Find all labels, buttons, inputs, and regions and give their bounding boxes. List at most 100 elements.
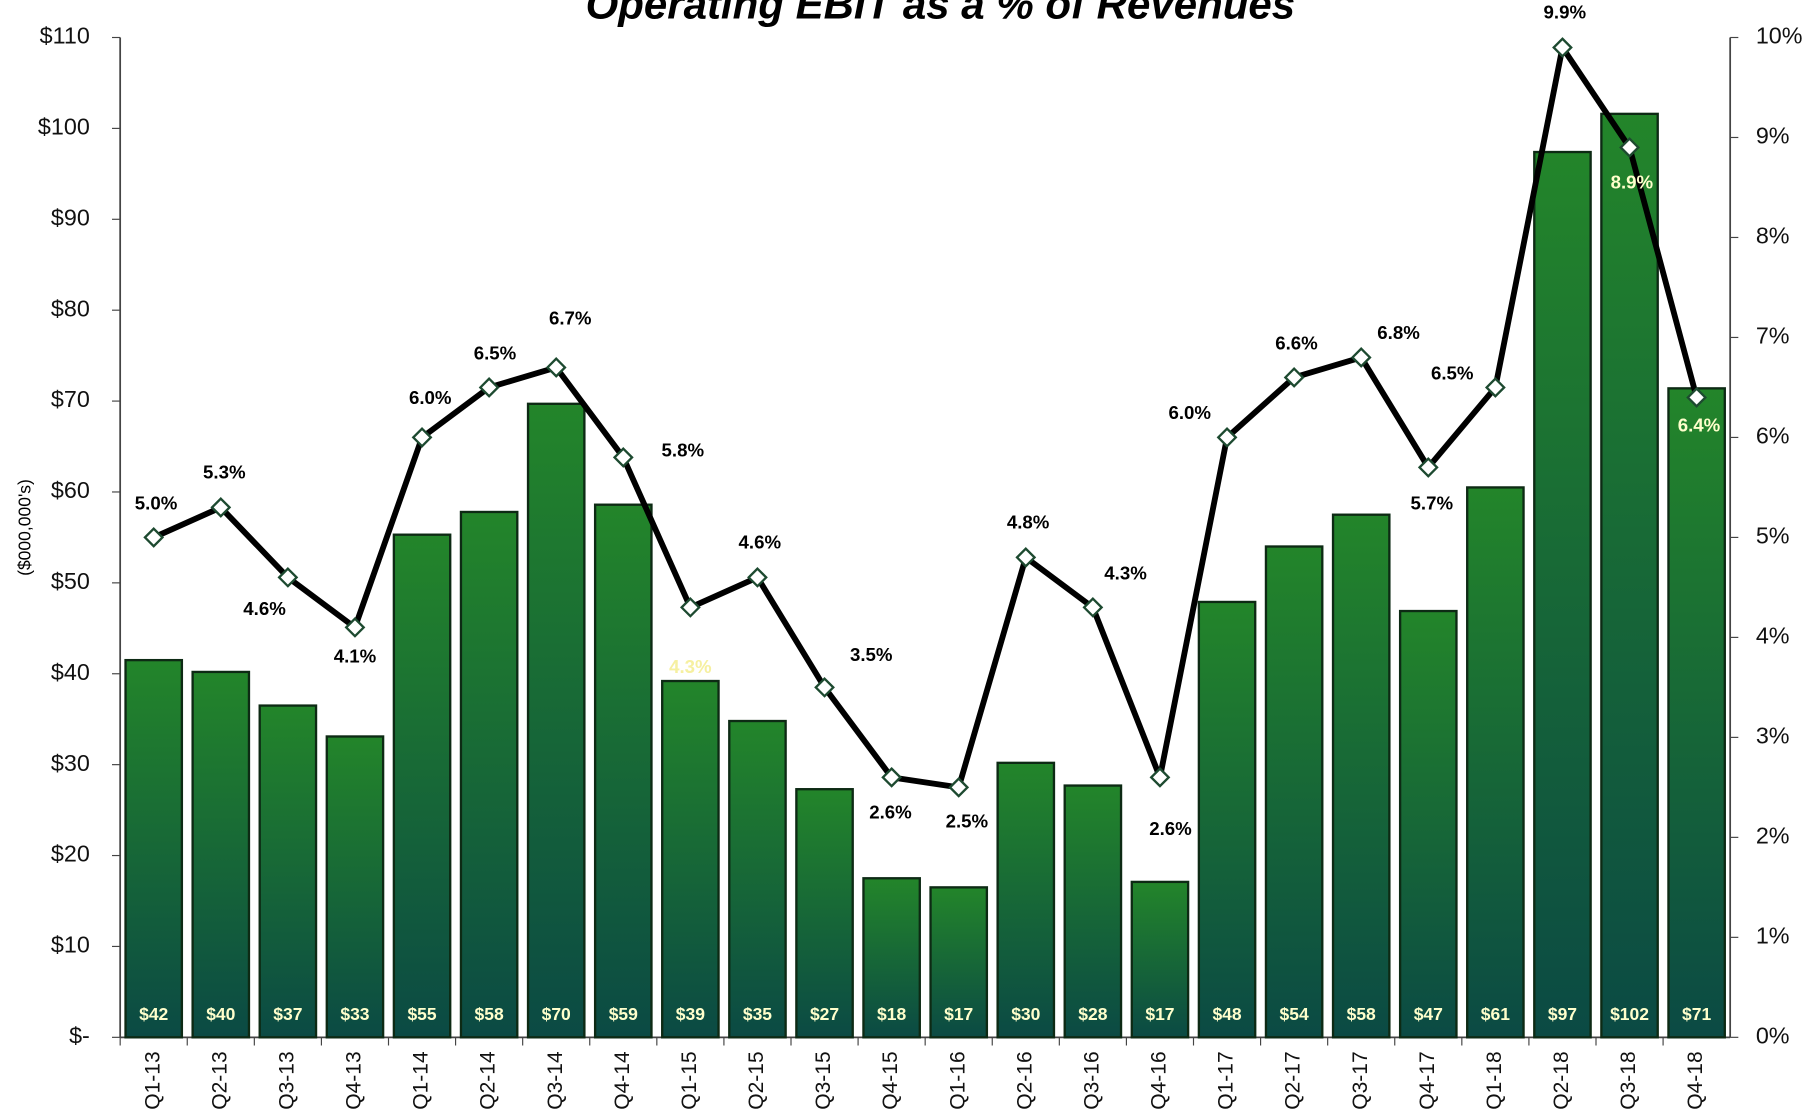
x-tick-label: Q1-18 (1483, 1051, 1506, 1109)
line-value-label: 5.0% (135, 493, 178, 514)
line-value-label: 5.7% (1411, 493, 1454, 514)
bar-value-label: $33 (340, 1004, 369, 1024)
line-value-label: 4.8% (1007, 512, 1050, 533)
x-tick-label: Q4-17 (1416, 1051, 1439, 1109)
x-tick-label: Q2-15 (745, 1051, 768, 1109)
y-tick-label: $80 (51, 295, 90, 321)
line-value-label: 3.5% (850, 644, 893, 665)
bar (1331, 513, 1391, 1039)
bar-value-label: $59 (609, 1004, 638, 1024)
y-tick-label: $10 (51, 932, 90, 958)
line-value-label: 6.5% (474, 343, 517, 364)
line-value-label: 8.9% (1611, 172, 1654, 193)
y2-tick-label: 7% (1756, 323, 1790, 349)
line-value-label: 4.6% (739, 531, 782, 552)
bar (526, 402, 586, 1039)
bar-value-label: $17 (1145, 1004, 1174, 1024)
bar-value-label: $28 (1078, 1004, 1107, 1024)
line-marker (679, 597, 701, 618)
y2-tick-label: 6% (1756, 423, 1790, 449)
bar-value-label: $17 (944, 1004, 973, 1024)
bar (1533, 150, 1592, 1039)
bar-value-label: $70 (542, 1004, 571, 1024)
bar (1063, 784, 1123, 1039)
line-value-label: 6.6% (1275, 333, 1318, 354)
line-marker (478, 377, 500, 398)
bar (1600, 112, 1659, 1039)
bar (593, 503, 653, 1039)
line-marker (143, 527, 165, 548)
bar (1466, 486, 1525, 1039)
line-marker (1417, 457, 1439, 478)
x-tick-label: Q4-16 (1148, 1051, 1171, 1109)
bar (862, 877, 921, 1039)
bar-value-label: $55 (407, 1004, 436, 1024)
y-tick-label: $- (69, 1022, 90, 1048)
line-marker (1552, 37, 1573, 58)
line-value-label: 6.8% (1377, 322, 1420, 343)
y-tick-label: $20 (51, 841, 90, 867)
y2-tick-label: 9% (1756, 123, 1790, 149)
y-tick-label: $70 (51, 386, 90, 412)
y-tick-label: $40 (51, 659, 90, 685)
bar-value-label: $47 (1414, 1004, 1443, 1024)
y2-tick-label: 1% (1756, 923, 1790, 949)
bar-value-label: $30 (1011, 1004, 1040, 1024)
bar-value-label: $61 (1481, 1004, 1510, 1024)
bar-value-label: $48 (1212, 1004, 1241, 1024)
chart-title: Operating EBIT as a % of Revenues (586, 0, 1296, 27)
y2-tick-label: 10% (1756, 23, 1803, 49)
bar (1398, 609, 1458, 1039)
bar-value-label: $40 (206, 1004, 235, 1024)
line-marker (881, 766, 903, 788)
bar (996, 761, 1056, 1039)
y2-tick-label: 5% (1756, 523, 1790, 549)
bar (661, 679, 720, 1039)
bar-value-label: $27 (810, 1004, 839, 1024)
x-tick-label: Q4-18 (1684, 1051, 1707, 1109)
line-value-label: 6.7% (549, 308, 592, 329)
bar-value-label: $37 (273, 1004, 302, 1024)
line-value-label: 4.3% (1104, 563, 1147, 584)
line-value-label: 2.6% (1149, 818, 1192, 839)
y-tick-label: $30 (51, 750, 90, 776)
x-tick-label: Q4-14 (611, 1051, 634, 1110)
line-value-label: 5.8% (662, 440, 705, 461)
x-tick-label: Q1-15 (678, 1051, 701, 1109)
x-tick-label: Q1-17 (1215, 1051, 1238, 1109)
bar (1264, 545, 1324, 1039)
line-value-label: 6.0% (409, 387, 452, 408)
line-marker (1619, 137, 1640, 158)
line-marker (1350, 347, 1372, 368)
line-value-label: 4.6% (243, 598, 286, 619)
bar (258, 704, 318, 1039)
line-marker (344, 617, 366, 638)
bar (325, 735, 385, 1039)
bar (392, 533, 452, 1039)
line-marker (210, 497, 232, 518)
line-marker (1149, 766, 1171, 788)
line-value-label: 2.5% (946, 810, 989, 831)
y-tick-label: $60 (51, 477, 90, 503)
line-value-label: 6.0% (1168, 402, 1211, 423)
y2-tick-label: 2% (1756, 823, 1790, 849)
line-marker (277, 567, 299, 588)
bar-value-label: $102 (1610, 1004, 1649, 1024)
x-tick-label: Q2-16 (1013, 1051, 1036, 1109)
bar (728, 719, 787, 1039)
bar (929, 886, 989, 1039)
x-tick-label: Q3-16 (1080, 1051, 1103, 1109)
y-tick-label: $110 (40, 23, 90, 49)
bar (1130, 880, 1190, 1039)
bar-value-label: $42 (139, 1004, 168, 1024)
y-tick-label: $100 (38, 114, 90, 140)
bar-value-label: $39 (676, 1004, 705, 1024)
bar (1667, 387, 1726, 1039)
y-axis-label: ($000,000's) (14, 479, 34, 576)
x-tick-label: Q1-16 (946, 1051, 969, 1109)
bar (459, 510, 519, 1039)
line-marker (1283, 367, 1305, 388)
x-tick-label: Q3-15 (812, 1051, 835, 1109)
